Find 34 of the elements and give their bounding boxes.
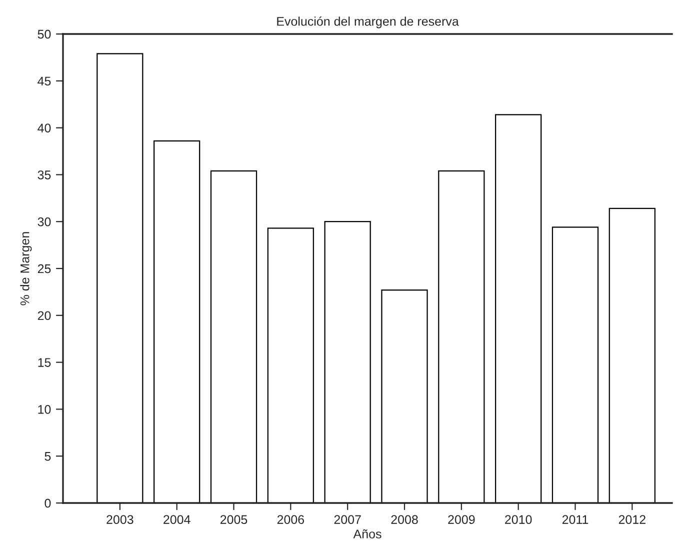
- bar: [324, 221, 371, 503]
- y-tick-label: 15: [38, 358, 51, 367]
- x-tick-label: 2012: [618, 515, 646, 524]
- y-tick-label: 45: [38, 76, 51, 86]
- y-tick-label: 10: [38, 405, 51, 414]
- bar: [267, 228, 314, 503]
- y-tick-label: 5: [44, 452, 51, 461]
- bar: [381, 290, 428, 503]
- y-tick-label: 20: [38, 311, 51, 320]
- bar: [154, 140, 200, 503]
- bar: [608, 208, 656, 503]
- x-tick-label: 2005: [220, 515, 248, 524]
- x-axis-title: Años: [353, 529, 382, 538]
- x-tick-label: 2003: [106, 515, 134, 524]
- y-tick-label: 25: [38, 264, 51, 274]
- bar: [438, 170, 485, 503]
- x-tick-label: 2011: [562, 515, 588, 524]
- y-tick-label: 35: [38, 170, 51, 180]
- bar: [96, 53, 144, 503]
- y-tick-label: 40: [38, 124, 51, 132]
- x-tick-label: 2004: [164, 515, 190, 524]
- x-tick-label: 2010: [505, 515, 532, 524]
- y-axis-title: % de Margen: [20, 232, 32, 306]
- y-tick-label: 30: [38, 217, 51, 226]
- bar: [495, 114, 542, 503]
- bar: [552, 226, 599, 503]
- y-tick-label: 0: [44, 498, 51, 508]
- y-tick-label: 50: [38, 30, 51, 39]
- x-tick-label: 2009: [448, 515, 475, 524]
- chart-title: Evolución del margen de reserva: [277, 16, 459, 28]
- x-tick-label: 2006: [277, 515, 304, 524]
- x-tick-label: 2008: [391, 515, 418, 524]
- bar: [210, 170, 258, 503]
- x-tick-label: 2007: [334, 515, 361, 524]
